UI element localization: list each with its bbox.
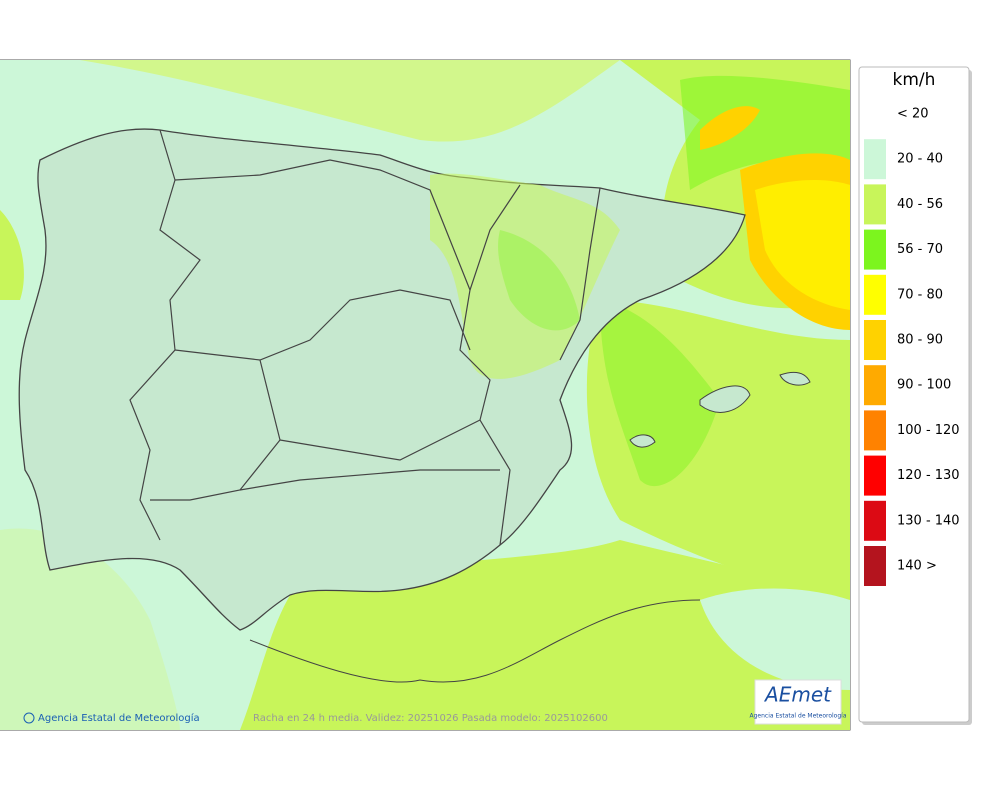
logo-subtitle: Agencia Estatal de Meteorología <box>750 713 847 720</box>
caption: Racha en 24 h media. Validez: 20251026 P… <box>253 713 608 724</box>
mallorca <box>699 385 751 413</box>
wind-zone <box>430 173 620 379</box>
legend-swatch <box>864 410 886 451</box>
copyright-icon <box>23 712 35 724</box>
legend-label: 130 - 140 <box>897 513 960 528</box>
wind-zone <box>80 60 620 142</box>
map: Agencia Estatal de Meteorología Racha en… <box>0 59 851 731</box>
wind-zone <box>755 180 850 310</box>
legend-label: 140 > <box>897 559 937 574</box>
region-borders <box>129 129 601 546</box>
wind-zone <box>680 75 850 190</box>
wind-zone <box>700 106 760 150</box>
legend-label: 80 - 90 <box>897 333 943 348</box>
credit: Agencia Estatal de Meteorología <box>38 712 200 724</box>
africa-coast <box>249 599 701 683</box>
legend-label: 40 - 56 <box>897 197 943 212</box>
logo-box <box>754 679 842 725</box>
legend-swatch <box>864 455 886 496</box>
menorca <box>779 371 811 386</box>
legend-swatch <box>864 320 886 360</box>
wind-zone <box>0 528 180 730</box>
legend-label: 20 - 40 <box>897 152 943 167</box>
wind-zone <box>0 210 24 300</box>
wind-zone <box>700 588 850 690</box>
logo-text: AEmet <box>763 683 832 707</box>
legend-swatch <box>864 274 886 315</box>
legend-swatch <box>864 365 886 406</box>
legend-label: 56 - 70 <box>897 242 943 257</box>
legend-swatch <box>864 229 886 270</box>
ibiza <box>629 434 656 448</box>
legend-swatch <box>864 184 886 225</box>
legend-label: < 20 <box>897 107 929 122</box>
legend-items: < 20 20 - 40 40 - 56 56 - 70 70 - 80 80 - 90 9… <box>864 107 960 586</box>
legend <box>858 66 970 723</box>
legend-label: 90 - 100 <box>897 378 951 393</box>
legend-swatch <box>864 546 886 586</box>
wind-zone <box>498 230 580 331</box>
legend-swatch <box>864 139 886 180</box>
legend-label: 100 - 120 <box>897 423 960 438</box>
legend-label: 70 - 80 <box>897 287 943 302</box>
legend-title: km/h <box>893 70 936 90</box>
legend-swatch <box>864 500 886 541</box>
legend-label: 120 - 130 <box>897 468 960 483</box>
